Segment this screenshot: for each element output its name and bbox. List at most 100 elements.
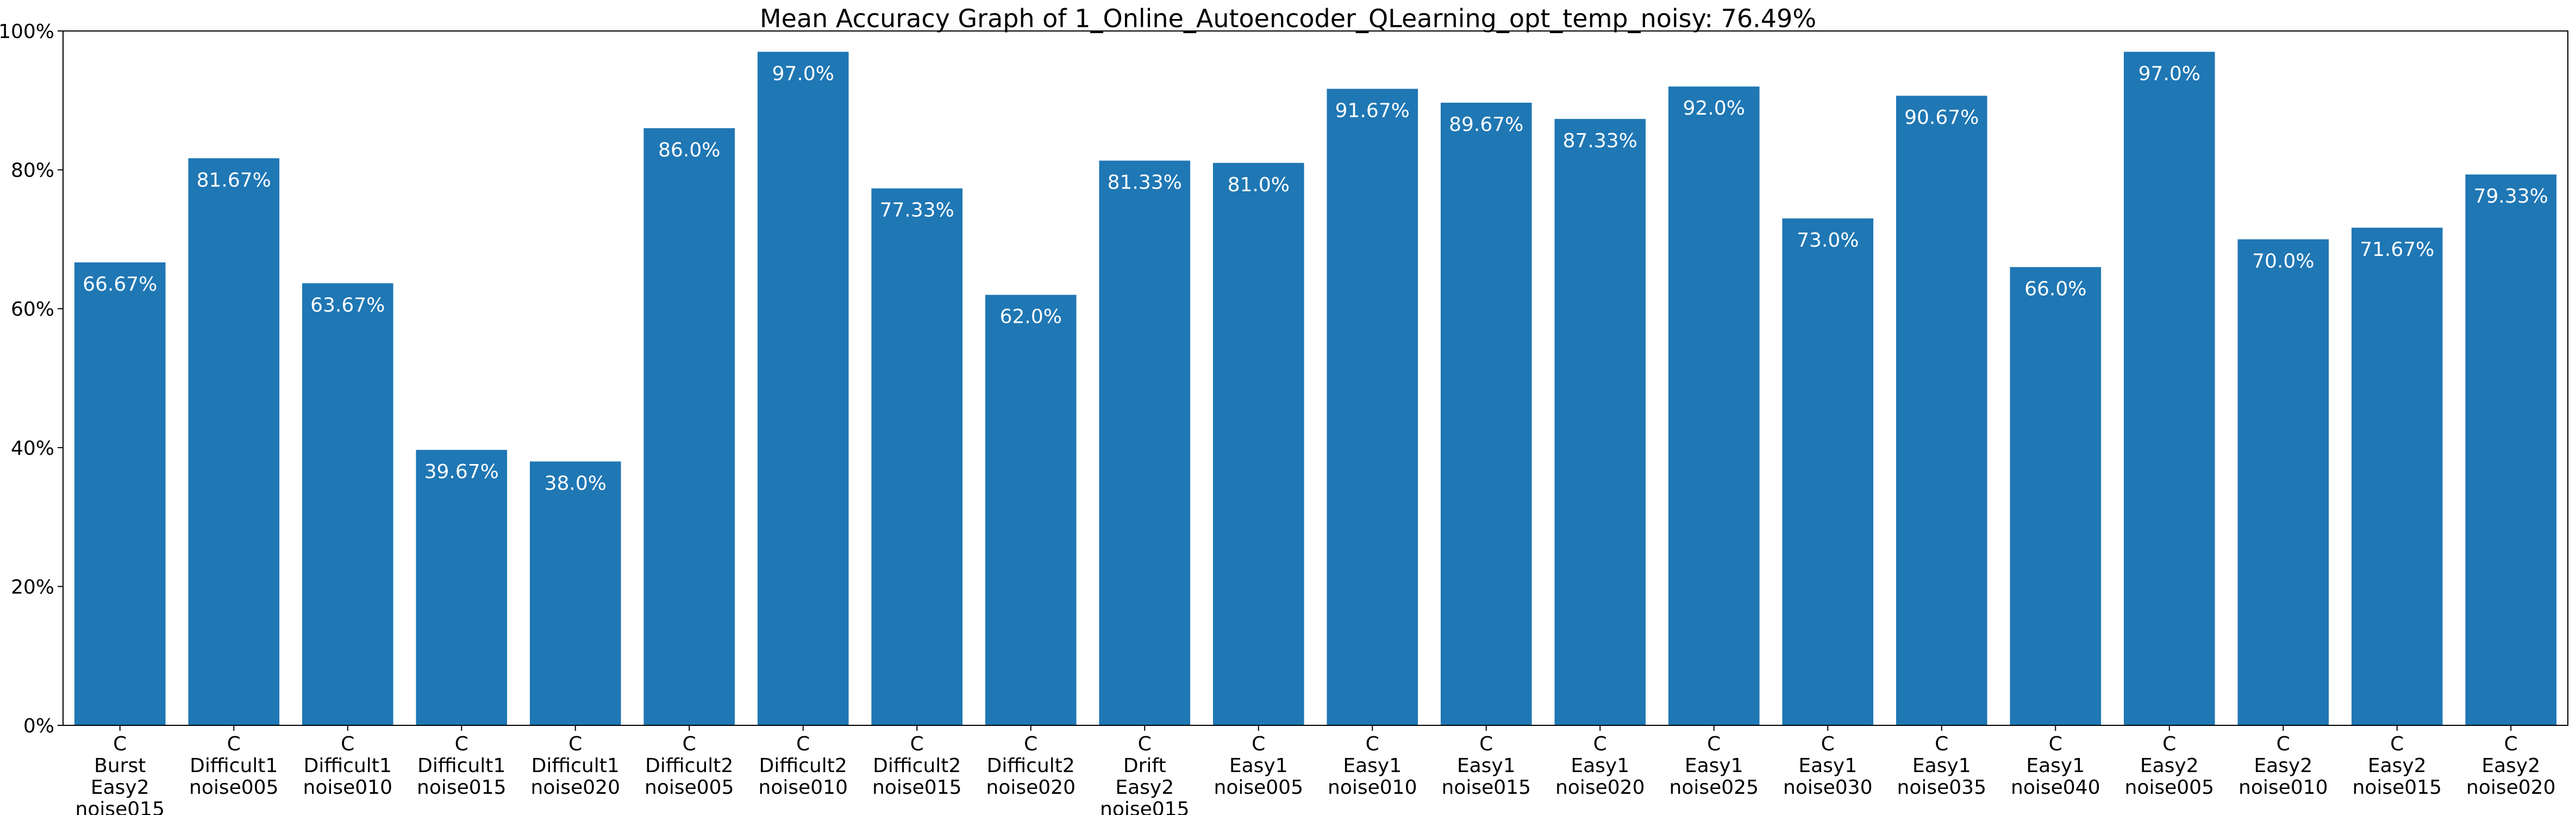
x-tick-label-0-line-0: C [113, 733, 127, 755]
x-tick-label-3-line-1: Difficult1 [417, 755, 505, 777]
x-tick-label-14-line-1: Easy1 [1685, 755, 1743, 777]
labels-layer: 66.67% 81.67% 63.67% 39.67% 38.0% 86.0% 97.0% 7… [83, 62, 2548, 494]
x-tick-label-4-line-2: noise020 [531, 776, 620, 799]
x-tick-label-15-line-0: C [1821, 733, 1835, 755]
x-tick-label-0-line-2: Easy2 [91, 776, 149, 799]
x-tick-label-14-line-2: noise025 [1670, 776, 1759, 799]
x-tick-label-9-line-2: Easy2 [1115, 776, 1174, 799]
x-tick-label-11-line-2: noise010 [1328, 776, 1417, 799]
x-tick-label-1-line-2: noise005 [189, 776, 278, 799]
x-tick-label-6-line-2: noise010 [759, 776, 848, 799]
x-tick-label-8-line-2: noise020 [986, 776, 1076, 799]
bar-19 [2237, 239, 2329, 725]
bar-7 [871, 188, 963, 725]
x-tick-label-13-line-0: C [1593, 733, 1607, 755]
x-tick-label-8-line-1: Difficult2 [987, 755, 1075, 777]
bar-15 [1782, 218, 1874, 725]
bar-9 [1099, 160, 1191, 726]
bar-value-label-17: 66.0% [2024, 278, 2086, 300]
bar-5 [643, 128, 735, 725]
y-tick-label-3: 60% [11, 298, 54, 321]
bar-value-label-2: 63.67% [310, 294, 385, 316]
x-tick-label-9-line-3: noise015 [1100, 798, 1189, 815]
x-tick-label-16-line-2: noise035 [1897, 776, 1986, 799]
x-tick-label-11-line-0: C [1366, 733, 1379, 755]
bar-21 [2465, 174, 2557, 725]
bar-value-label-12: 89.67% [1449, 114, 1523, 136]
bar-value-label-14: 92.0% [1683, 97, 1745, 120]
bar-12 [1440, 103, 1532, 726]
bar-2 [302, 283, 393, 725]
x-tick-label-1-line-1: Difficult1 [190, 755, 278, 777]
bar-value-label-4: 38.0% [545, 472, 607, 494]
y-tick-label-5: 100% [0, 21, 54, 43]
x-tick-label-9-line-1: Drift [1123, 755, 1166, 777]
bars-layer [74, 52, 2557, 726]
x-tick-label-19-line-2: noise010 [2239, 776, 2328, 799]
x-tick-label-4-line-1: Difficult1 [532, 755, 620, 777]
x-tick-label-11-line-1: Easy1 [1343, 755, 1402, 777]
x-tick-label-0-line-3: noise015 [76, 798, 165, 815]
x-tick-label-12-line-2: noise015 [1442, 776, 1531, 799]
x-tick-label-7-line-2: noise015 [872, 776, 961, 799]
x-tick-label-21-line-0: C [2504, 733, 2518, 755]
bar-1 [188, 158, 280, 726]
x-tick-label-6-line-1: Difficult2 [759, 755, 847, 777]
x-tick-label-15-line-1: Easy1 [1798, 755, 1857, 777]
y-tick-label-0: 0% [23, 715, 54, 737]
axes-layer: CBurstEasy2noise015CDifficult1noise005CD… [0, 21, 2568, 815]
x-tick-label-17-line-1: Easy1 [2026, 755, 2085, 777]
x-tick-label-12-line-1: Easy1 [1457, 755, 1516, 777]
bar-16 [1896, 96, 1987, 725]
bar-8 [985, 294, 1077, 725]
bar-13 [1554, 118, 1646, 725]
x-tick-label-19-line-0: C [2277, 733, 2290, 755]
bar-6 [757, 52, 849, 726]
bar-value-label-16: 90.67% [1904, 106, 1979, 129]
bar-value-label-6: 97.0% [772, 62, 834, 85]
x-tick-label-18-line-1: Easy2 [2140, 755, 2199, 777]
x-tick-label-15-line-2: noise030 [1783, 776, 1872, 799]
bar-value-label-10: 81.0% [1228, 174, 1290, 196]
x-tick-label-2-line-1: Difficult1 [304, 755, 392, 777]
x-tick-label-0-line-1: Burst [94, 755, 146, 777]
bar-value-label-19: 70.0% [2252, 250, 2314, 272]
x-tick-label-5-line-0: C [683, 733, 696, 755]
x-tick-label-8-line-0: C [1024, 733, 1037, 755]
bar-4 [529, 461, 621, 725]
x-tick-label-10-line-0: C [1252, 733, 1265, 755]
x-tick-label-4-line-0: C [568, 733, 582, 755]
x-tick-label-19-line-1: Easy2 [2254, 755, 2312, 777]
bar-11 [1327, 89, 1418, 725]
x-tick-label-16-line-0: C [1935, 733, 1948, 755]
bar-value-label-3: 39.67% [424, 461, 499, 483]
x-tick-label-5-line-1: Difficult2 [645, 755, 733, 777]
plot-frame [62, 30, 2568, 726]
bar-value-label-13: 87.33% [1563, 130, 1637, 152]
chart-title: Mean Accuracy Graph of 1_Online_Autoenco… [760, 4, 1816, 33]
x-tick-label-16-line-1: Easy1 [1912, 755, 1971, 777]
x-tick-label-21-line-1: Easy2 [2481, 755, 2540, 777]
x-tick-label-10-line-2: noise005 [1214, 776, 1303, 799]
bar-value-label-15: 73.0% [1797, 229, 1859, 252]
x-tick-label-6-line-0: C [796, 733, 810, 755]
bar-value-label-7: 77.33% [880, 199, 954, 222]
y-tick-label-4: 80% [11, 160, 54, 182]
y-tick-label-1: 20% [11, 576, 54, 598]
x-tick-label-5-line-2: noise005 [645, 776, 734, 799]
bar-value-label-5: 86.0% [658, 139, 720, 161]
bar-3 [416, 450, 508, 725]
bar-value-label-0: 66.67% [83, 273, 157, 296]
bar-10 [1212, 162, 1304, 725]
bar-value-label-20: 71.67% [2360, 239, 2434, 261]
bar-value-label-18: 97.0% [2139, 62, 2200, 85]
x-tick-label-18-line-0: C [2162, 733, 2176, 755]
x-tick-label-1-line-0: C [227, 733, 241, 755]
x-tick-label-12-line-0: C [1479, 733, 1493, 755]
bar-18 [2123, 52, 2215, 726]
bar-value-label-8: 62.0% [1000, 306, 1062, 328]
x-tick-label-17-line-2: noise040 [2011, 776, 2100, 799]
x-tick-label-20-line-2: noise015 [2353, 776, 2442, 799]
bar-value-label-21: 79.33% [2474, 185, 2548, 208]
